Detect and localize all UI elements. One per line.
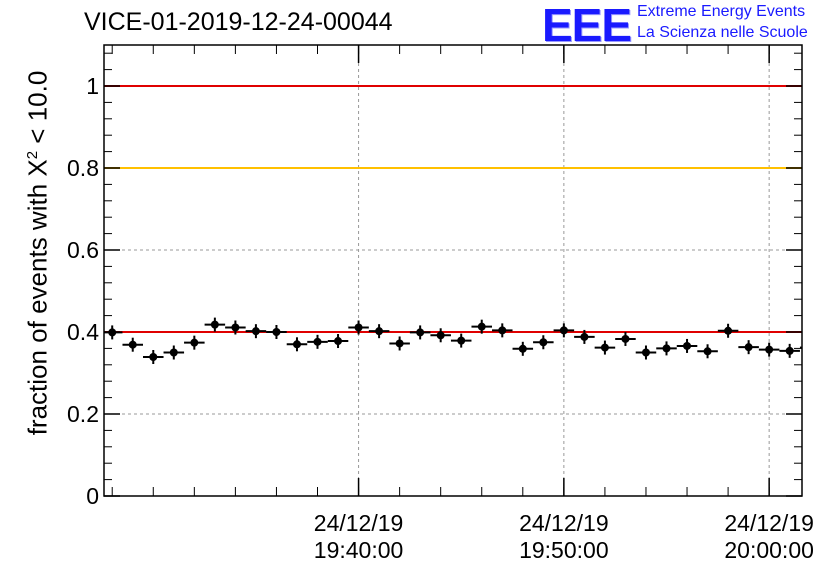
data-point-marker: [190, 338, 199, 347]
data-point-marker: [231, 323, 240, 332]
data-point: [717, 323, 739, 338]
data-point: [184, 335, 205, 350]
y-tick-label: 0.8: [67, 155, 99, 181]
data-point-marker: [662, 344, 671, 353]
x-tick-label-date: 24/12/19: [724, 510, 814, 536]
y-tick-label: 1: [86, 73, 99, 99]
data-point: [512, 341, 534, 356]
data-point: [409, 325, 431, 340]
data-point-marker: [313, 337, 322, 346]
data-point-marker: [621, 334, 630, 343]
data-point-marker: [518, 344, 527, 353]
data-point: [738, 340, 759, 355]
data-point-marker: [169, 348, 178, 357]
data-point-marker: [292, 340, 301, 349]
data-point: [676, 338, 698, 353]
data-point: [143, 350, 164, 365]
data-point: [758, 342, 780, 357]
data-point-marker: [703, 347, 712, 356]
data-point: [779, 343, 800, 358]
y-axis-label-superscript: 2: [23, 150, 41, 160]
data-point: [492, 323, 513, 338]
logo-text-line-1: Extreme Energy Events: [637, 3, 806, 20]
data-point-marker: [457, 336, 466, 345]
data-point-marker: [724, 326, 733, 335]
data-point: [697, 344, 718, 359]
data-point: [635, 345, 657, 360]
data-point-marker: [354, 323, 363, 332]
data-point: [122, 337, 144, 352]
logo-text-line-2: La Scienza nelle Scuole: [637, 24, 808, 41]
data-point-marker: [580, 332, 589, 341]
y-axis-label-symbol: X: [22, 159, 53, 177]
data-point-marker: [375, 327, 384, 336]
data-point-marker: [395, 339, 404, 348]
data-point: [286, 337, 308, 352]
y-tick-label: 0.4: [67, 319, 99, 345]
data-point: [348, 320, 369, 335]
x-tick-label-time: 20:00:00: [724, 537, 814, 563]
y-axis-label-suffix: < 10.0: [22, 70, 53, 151]
data-point: [574, 329, 595, 344]
data-point-marker: [683, 341, 692, 350]
data-point: [615, 331, 636, 346]
data-point-marker: [600, 343, 609, 352]
reference-lines: [104, 85, 802, 333]
data-point: [163, 345, 185, 360]
y-tick-label: 0.6: [67, 237, 99, 263]
y-axis-label-prefix: fraction of events with: [22, 176, 53, 436]
data-point: [450, 333, 472, 348]
data-point: [533, 335, 554, 350]
data-point: [389, 336, 410, 351]
data-point: [266, 325, 287, 339]
data-point-marker: [436, 331, 445, 340]
data-point-marker: [251, 327, 260, 336]
data-point-marker: [128, 340, 137, 349]
data-point-marker: [785, 346, 794, 355]
y-axis-label: fraction of events with X2 < 10.0: [23, 71, 54, 436]
x-tick-label-date: 24/12/19: [519, 510, 609, 536]
data-point-marker: [477, 322, 486, 331]
data-point-marker: [498, 326, 507, 335]
data-point: [327, 334, 349, 349]
axis-ticks: [104, 45, 802, 497]
x-tick-label-time: 19:40:00: [314, 537, 404, 563]
data-point-marker: [539, 338, 548, 347]
tick-labels: 00.20.40.60.8124/12/1919:40:0024/12/1919…: [67, 73, 814, 563]
data-point-marker: [149, 353, 158, 362]
data-point: [204, 317, 226, 332]
x-tick-label-date: 24/12/19: [314, 510, 404, 536]
chart-title: VICE-01-2019-12-24-00044: [84, 8, 393, 36]
data-point-marker: [272, 328, 281, 336]
data-point-marker: [765, 345, 774, 354]
data-point-marker: [641, 348, 650, 357]
data-point: [594, 340, 616, 355]
grid: [104, 45, 802, 496]
plot-frame: [103, 44, 803, 497]
data-point: [307, 334, 328, 349]
data-point-marker: [416, 328, 425, 337]
y-tick-label: 0.2: [67, 401, 99, 427]
data-point: [553, 323, 575, 338]
x-tick-label-time: 19:50:00: [519, 537, 609, 563]
data-point: [245, 324, 267, 339]
data-point-marker: [744, 343, 753, 352]
data-point-marker: [334, 337, 343, 346]
data-point-marker: [559, 326, 568, 335]
data-point: [225, 320, 246, 335]
eee-logo: EEE: [542, 0, 632, 51]
data-point: [430, 328, 451, 343]
data-point: [471, 319, 493, 334]
data-point-marker: [210, 320, 219, 329]
data-point: [368, 324, 390, 339]
y-tick-label: 0: [86, 483, 99, 509]
data-point: [656, 341, 677, 356]
data-series: [104, 317, 802, 365]
